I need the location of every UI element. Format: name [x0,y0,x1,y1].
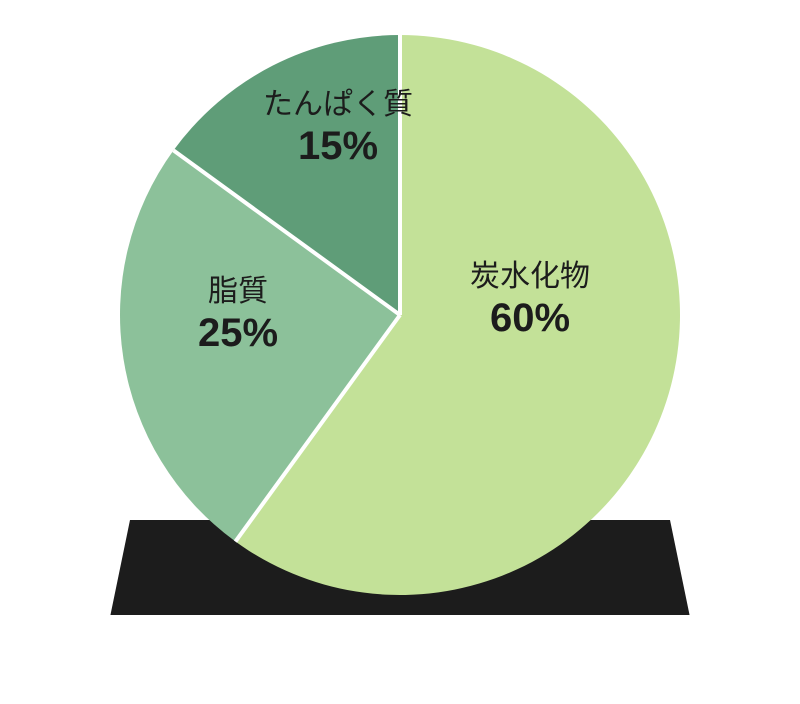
slice-percent: 25% [198,309,278,355]
slice-percent: 60% [470,294,590,340]
slice-name: 脂質 [198,275,278,310]
slice-name: 炭水化物 [470,260,590,295]
slice-name: たんぱく質 [263,88,413,123]
slice-label: たんぱく質15% [263,88,413,169]
pie-chart: 炭水化物60% 脂質25% たんぱく質15% [0,0,800,704]
slice-percent: 15% [263,122,413,168]
slice-label: 炭水化物60% [470,260,590,341]
slice-label: 脂質25% [198,275,278,356]
